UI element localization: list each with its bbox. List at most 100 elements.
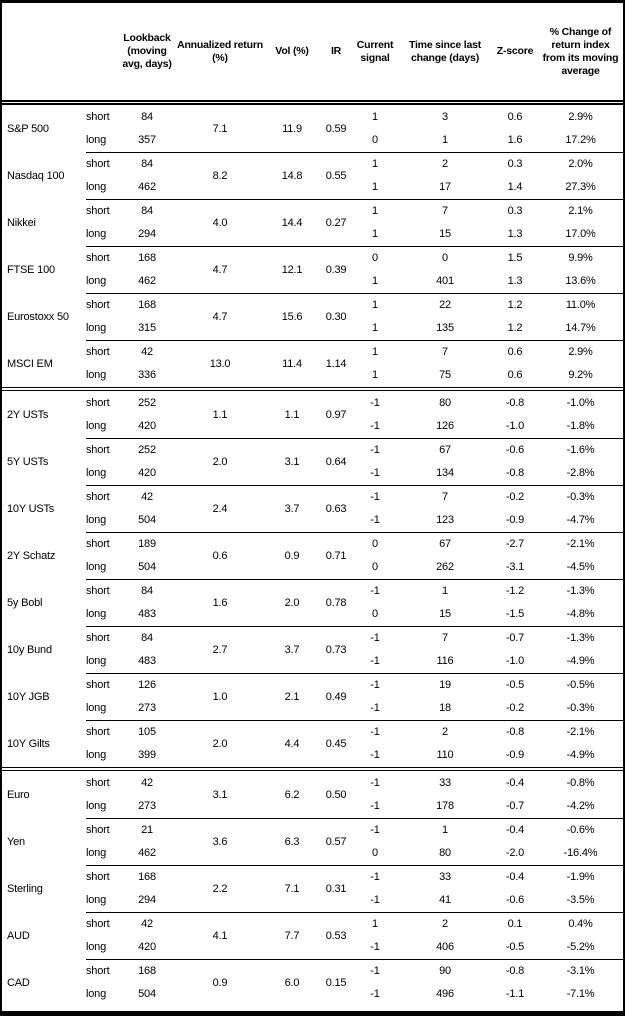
lookback-value-short: 84 — [141, 110, 153, 123]
vol-value: 7.1 — [284, 882, 300, 895]
lookback-value-short: 105 — [138, 725, 156, 738]
instrument-label: S&P 500 — [7, 122, 49, 135]
instrument-label: CAD — [7, 976, 30, 989]
instrument-group: Nasdaq 100 short long 84 462 8.2 14.8 0.… — [2, 152, 623, 199]
lookback-value-short: 21 — [141, 823, 153, 836]
signal-value-long: -1 — [370, 420, 380, 433]
pct-change-value-short: -1.9% — [566, 870, 595, 883]
zscore-value-short: -1.2 — [505, 584, 525, 597]
pct-change-value-long: -2.8% — [566, 467, 595, 480]
leg-label-long: long — [86, 322, 106, 335]
zscore-value-long: -0.8 — [505, 467, 525, 480]
signal-value-short: -1 — [370, 490, 380, 503]
lookback-value-long: 273 — [138, 702, 156, 715]
ir-value: 0.78 — [325, 596, 347, 609]
vol-value: 7.7 — [284, 929, 300, 942]
zscore-value-short: -0.4 — [505, 776, 525, 789]
time-since-change-value-long: 75 — [439, 369, 451, 382]
instrument-group: AUD short long 42 420 4.1 7.7 0.53 1 -1 … — [2, 912, 623, 959]
lookback-value-short: 42 — [141, 917, 153, 930]
vol-value: 11.4 — [282, 357, 302, 370]
lookback-value-short: 168 — [138, 870, 156, 883]
annualized-return-value: 4.7 — [212, 310, 228, 323]
signal-value-long: -1 — [370, 467, 380, 480]
zscore-value-short: -2.7 — [505, 537, 525, 550]
pct-change-value-short: -0.3% — [566, 490, 595, 503]
time-since-change-value-long: 126 — [436, 420, 454, 433]
leg-label-short: short — [86, 725, 110, 738]
leg-label-long: long — [86, 561, 106, 574]
vol-value: 1.1 — [284, 408, 300, 421]
ir-value: 0.49 — [325, 690, 347, 703]
instrument-group: S&P 500 short long 84 357 7.1 11.9 0.59 … — [2, 105, 623, 152]
pct-change-value-short: -1.3% — [566, 631, 595, 644]
time-since-change-value-long: 262 — [436, 561, 454, 574]
section-rates: 2Y USTs short long 252 420 1.1 1.1 0.97 … — [2, 387, 623, 767]
signal-value-short: -1 — [370, 631, 380, 644]
annualized-return-value: 2.7 — [212, 643, 228, 656]
signal-value-short: 0 — [372, 537, 378, 550]
zscore-value-long: -1.5 — [505, 608, 525, 621]
zscore-value-short: 0.3 — [507, 204, 523, 217]
annualized-return-value: 7.1 — [212, 122, 228, 135]
instrument-group: 5Y USTs short long 252 420 2.0 3.1 0.64 … — [2, 438, 623, 485]
ir-value: 0.63 — [325, 502, 347, 515]
pct-change-value-long: 9.2% — [568, 369, 593, 382]
annualized-return-value: 1.6 — [212, 596, 228, 609]
signal-value-short: 1 — [372, 157, 378, 170]
ir-value: 0.50 — [325, 788, 347, 801]
ir-value: 0.31 — [325, 882, 347, 895]
time-since-change-value-short: 19 — [439, 678, 451, 691]
ir-value: 0.30 — [325, 310, 347, 323]
pct-change-value-long: 17.0% — [565, 228, 596, 241]
signal-value-long: 1 — [372, 275, 378, 288]
annualized-return-value: 3.1 — [212, 788, 228, 801]
annualized-return-value: 1.0 — [212, 690, 228, 703]
time-since-change-value-long: 15 — [439, 608, 451, 621]
signal-value-long: -1 — [370, 941, 380, 954]
time-since-change-value-short: 3 — [442, 110, 448, 123]
lookback-value-short: 168 — [138, 298, 156, 311]
leg-label-long: long — [86, 749, 106, 762]
table-body: S&P 500 short long 84 357 7.1 11.9 0.59 … — [2, 105, 623, 1006]
pct-change-value-long: -4.8% — [566, 608, 595, 621]
instrument-label: 10Y USTs — [7, 502, 55, 515]
zscore-value-long: 0.6 — [507, 369, 523, 382]
lookback-value-long: 483 — [138, 655, 156, 668]
annualized-return-value: 4.1 — [212, 929, 228, 942]
instrument-group: 10Y USTs short long 42 504 2.4 3.7 0.63 … — [2, 485, 623, 532]
ir-value: 0.15 — [325, 976, 347, 989]
zscore-value-long: -2.0 — [505, 847, 525, 860]
pct-change-value-short: -1.6% — [566, 443, 595, 456]
zscore-value-long: -0.7 — [505, 800, 525, 813]
leg-label-long: long — [86, 941, 106, 954]
instrument-label: Sterling — [7, 882, 43, 895]
signal-value-long: 0 — [372, 561, 378, 574]
vol-value: 14.4 — [281, 216, 303, 229]
lookback-value-short: 84 — [141, 204, 153, 217]
leg-label-short: short — [86, 584, 110, 597]
instrument-group: Eurostoxx 50 short long 168 315 4.7 15.6… — [2, 293, 623, 340]
section-equities: S&P 500 short long 84 357 7.1 11.9 0.59 … — [2, 105, 623, 387]
lookback-value-long: 504 — [138, 988, 156, 1001]
lookback-value-long: 294 — [138, 228, 156, 241]
signal-value-long: 0 — [372, 608, 378, 621]
ir-value: 0.59 — [325, 122, 347, 135]
leg-label-long: long — [86, 369, 106, 382]
zscore-value-short: -0.8 — [505, 725, 525, 738]
zscore-value-short: 0.3 — [507, 157, 523, 170]
vol-value: 15.6 — [281, 310, 303, 323]
ir-value: 0.71 — [325, 549, 347, 562]
signal-value-long: 1 — [372, 369, 378, 382]
ir-value: 0.64 — [325, 455, 347, 468]
leg-label-long: long — [86, 702, 106, 715]
time-since-change-value-short: 0 — [442, 251, 448, 264]
instrument-label: 2Y USTs — [7, 408, 49, 421]
time-since-change-value-long: 135 — [436, 322, 454, 335]
zscore-value-long: 1.3 — [507, 275, 523, 288]
time-since-change-value-short: 33 — [439, 870, 451, 883]
annualized-return-value: 3.6 — [212, 835, 228, 848]
vol-value: 3.7 — [284, 502, 300, 515]
instrument-group: Nikkei short long 84 294 4.0 14.4 0.27 1… — [2, 199, 623, 246]
